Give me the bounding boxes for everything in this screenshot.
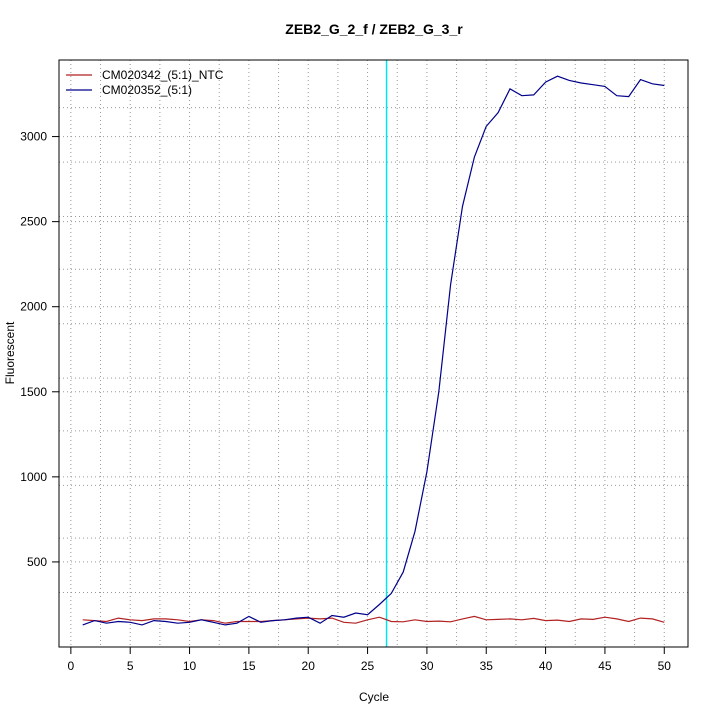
y-tick-label: 3000 [20,130,47,144]
x-tick-label: 0 [68,659,75,673]
series-line-1 [82,615,665,624]
x-tick-label: 40 [539,659,553,673]
y-tick-label: 1500 [20,385,47,399]
x-tick-label: 30 [420,659,434,673]
y-tick-label: 2000 [20,300,47,314]
x-tick-label: 25 [361,659,375,673]
grid-lines [59,60,688,647]
y-axis: 500 1000 1500 2000 2500 3000 [20,130,59,569]
x-tick-label: 45 [598,659,612,673]
x-tick-label: 35 [480,659,494,673]
y-axis-label: Fluorescent [3,321,17,384]
y-tick-label: 500 [27,555,47,569]
series-line-2 [82,75,665,626]
x-tick-label: 10 [183,659,197,673]
series-lines [82,75,665,626]
legend-label: CM020342_(5:1)_NTC [102,68,224,82]
y-tick-label: 1000 [20,470,47,484]
y-tick-label: 2500 [20,215,47,229]
x-tick-label: 5 [127,659,134,673]
plot-frame [58,59,689,648]
x-axis-label: Cycle [359,690,389,704]
x-tick-label: 20 [302,659,316,673]
x-axis: 0 5 10 15 20 25 30 35 40 45 50 [68,647,672,673]
x-tick-label: 15 [242,659,256,673]
chart-title: ZEB2_G_2_f / ZEB2_G_3_r [285,21,463,37]
x-tick-label: 50 [658,659,672,673]
legend-label: CM020352_(5:1) [102,83,192,97]
